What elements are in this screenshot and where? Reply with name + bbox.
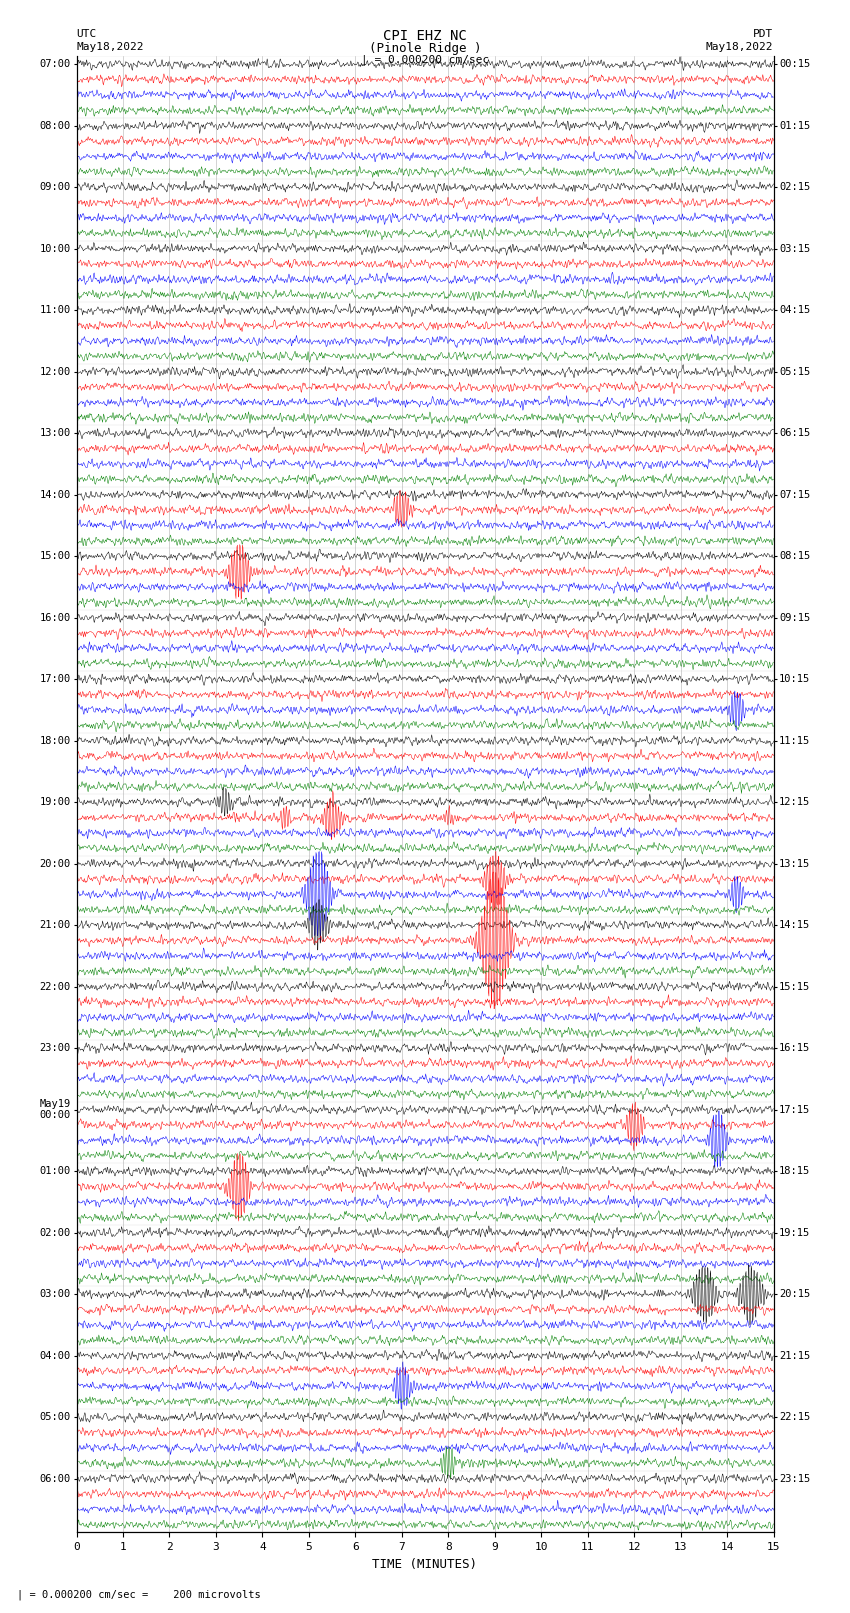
- Text: | = 0.000200 cm/sec =    200 microvolts: | = 0.000200 cm/sec = 200 microvolts: [17, 1589, 261, 1600]
- Text: PDT: PDT: [753, 29, 774, 39]
- Text: UTC: UTC: [76, 29, 97, 39]
- Text: May18,2022: May18,2022: [76, 42, 144, 52]
- Text: May18,2022: May18,2022: [706, 42, 774, 52]
- Text: CPI EHZ NC: CPI EHZ NC: [383, 29, 467, 44]
- Text: (Pinole Ridge ): (Pinole Ridge ): [369, 42, 481, 55]
- X-axis label: TIME (MINUTES): TIME (MINUTES): [372, 1558, 478, 1571]
- Text: | = 0.000200 cm/sec: | = 0.000200 cm/sec: [361, 55, 489, 66]
